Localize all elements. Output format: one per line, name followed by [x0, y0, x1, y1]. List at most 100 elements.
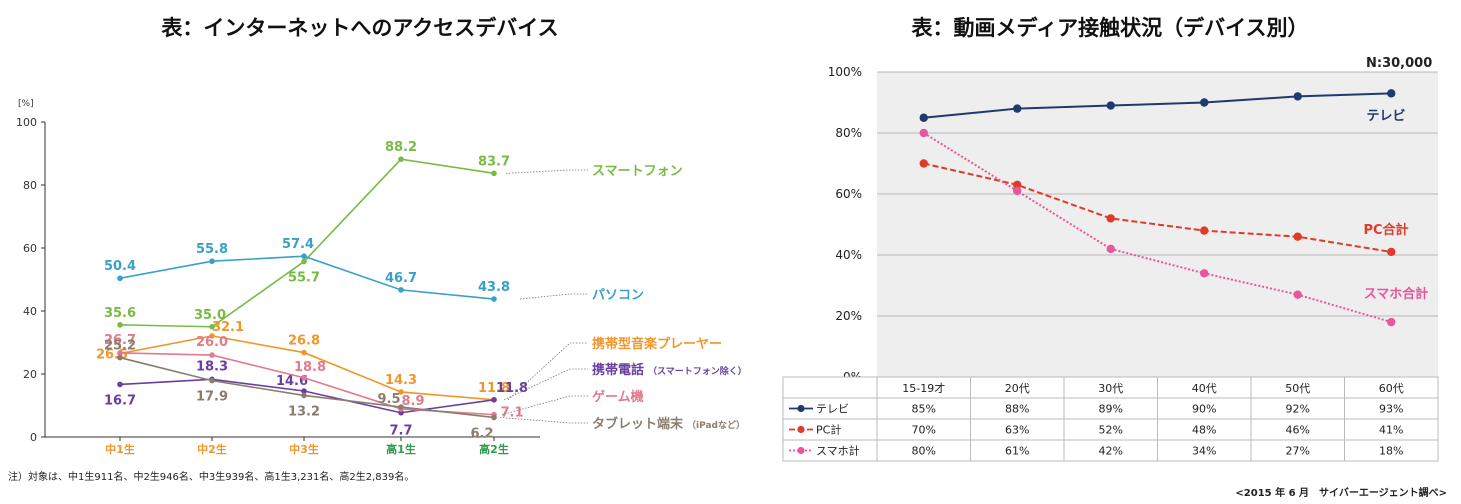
left-leader-line [505, 169, 588, 174]
right-data-point [919, 159, 928, 168]
right-data-point [1200, 269, 1209, 278]
right-data-point [1013, 186, 1022, 196]
right-data-point [1293, 232, 1302, 241]
left-leader-line [519, 293, 588, 300]
right-table-cell: 61% [1005, 445, 1029, 458]
right-x-category-label: 40代 [1192, 382, 1217, 395]
right-legend-marker [797, 404, 805, 413]
right-x-category-label: 60代 [1379, 382, 1404, 395]
left-data-label: 25.2 [104, 339, 136, 354]
left-series-end-label-suffix: （iPadなど） [687, 419, 745, 431]
right-table-cell: 46% [1286, 424, 1310, 437]
left-data-label: 46.7 [385, 271, 417, 286]
left-data-point [491, 296, 497, 302]
left-data-label: 43.8 [478, 280, 510, 295]
right-chart-title: 表：動画メディア接触状況（デバイス別） [911, 16, 1309, 40]
right-series-line [923, 162, 1392, 253]
left-data-point [209, 258, 215, 265]
right-plot-area [877, 72, 1438, 377]
left-data-point [491, 414, 497, 421]
right-y-tick-label: 40% [835, 248, 862, 262]
left-data-label: 18.3 [196, 359, 228, 374]
left-data-point [301, 253, 307, 259]
right-legend-marker [797, 425, 805, 434]
right-data-point [1013, 104, 1022, 113]
left-leader-line [507, 342, 588, 401]
left-data-label: 7.1 [500, 406, 523, 421]
left-data-label: 26.8 [288, 334, 320, 349]
left-data-label: 50.4 [104, 259, 136, 274]
left-data-label: 18.8 [294, 360, 326, 375]
left-data-label: 11.8 [478, 381, 510, 396]
right-series-annotation: テレビ [1366, 108, 1405, 124]
right-table-cell: 42% [1099, 445, 1123, 458]
right-table-cell: 48% [1192, 424, 1216, 437]
left-data-point [209, 352, 215, 358]
left-data-label: 26.0 [196, 335, 228, 350]
sample-size-label: N:30,000 [1366, 56, 1433, 71]
right-legend-label: スマホ計 [816, 444, 860, 458]
left-x-tick-label: 高2生 [479, 442, 509, 456]
right-series-line [923, 92, 1392, 119]
left-data-point [491, 397, 497, 403]
right-table-cell: 27% [1286, 445, 1310, 458]
left-data-point [398, 389, 404, 395]
right-data-point [1106, 101, 1115, 110]
left-data-label: 35.0 [194, 308, 226, 323]
left-leader-line [499, 417, 588, 424]
right-data-point [1387, 89, 1396, 98]
left-data-point [301, 392, 307, 399]
left-data-label: 26.7 [104, 333, 136, 348]
left-data-label: 32.1 [212, 320, 244, 335]
right-y-tick-label: 20% [835, 309, 862, 323]
left-data-label: 16.7 [104, 393, 136, 408]
left-data-point [209, 323, 215, 330]
right-data-point [1106, 244, 1115, 254]
left-chart-title: 表：インターネットへのアクセスデバイス [161, 16, 559, 40]
left-data-label: 14.6 [276, 374, 308, 389]
left-data-point [117, 322, 123, 328]
right-series-line [923, 132, 1392, 324]
left-data-label: 55.8 [196, 242, 228, 257]
right-data-point [1387, 247, 1396, 257]
left-data-point [301, 258, 307, 265]
left-series-end-label-suffix: （スマートフォン除く） [648, 365, 747, 377]
left-series-end-label: パソコン [592, 288, 644, 303]
left-y-tick-label: 20 [23, 368, 37, 381]
left-data-point [301, 388, 307, 394]
right-data-point [919, 128, 928, 138]
left-series-end-label: ゲーム機 [592, 389, 644, 405]
left-data-label: 83.7 [478, 154, 510, 169]
right-table-cell: 88% [1005, 403, 1029, 416]
left-series-end-label: 携帯型音楽プレーヤー [592, 336, 722, 352]
right-y-tick-label: 60% [835, 187, 862, 201]
left-data-point [209, 377, 215, 384]
left-data-point [398, 287, 404, 293]
left-data-label: 35.6 [104, 306, 136, 321]
right-data-point [919, 113, 928, 122]
left-data-point [117, 275, 123, 282]
left-data-point [209, 333, 215, 339]
left-data-label: 9.5 [377, 392, 400, 407]
right-series-annotation: スマホ合計 [1364, 286, 1429, 302]
left-data-label: 55.7 [288, 271, 320, 286]
left-series-end-label: 携帯電話 （スマートフォン除く） [592, 362, 747, 378]
right-data-point [1293, 290, 1302, 299]
right-x-category-label: 20代 [1005, 382, 1030, 395]
right-table-cell: 18% [1379, 445, 1403, 458]
left-data-point [117, 381, 123, 388]
right-table-cell: 92% [1286, 403, 1310, 416]
right-legend-marker [797, 446, 805, 455]
left-y-tick-label: 60 [23, 242, 37, 255]
right-data-point [1106, 214, 1115, 223]
left-leader-line [503, 368, 588, 401]
left-series-end-label: タブレット端末 （iPadなど） [592, 416, 745, 432]
left-data-point [398, 156, 404, 162]
left-data-label: 7.7 [389, 424, 412, 439]
left-y-tick-label: 0 [30, 431, 37, 444]
right-data-point [1013, 180, 1022, 190]
right-legend-label: PC計 [816, 423, 841, 437]
right-table-cell: 63% [1005, 424, 1029, 437]
left-data-point [117, 354, 123, 361]
right-x-category-label: 50代 [1285, 382, 1310, 395]
